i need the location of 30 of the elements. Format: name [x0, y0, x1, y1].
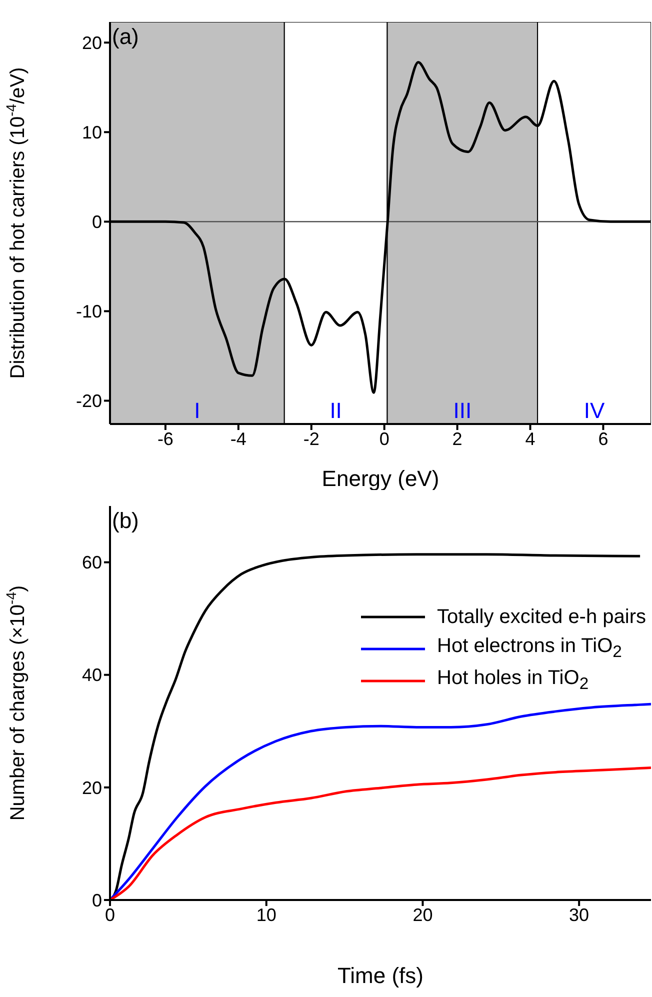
- x-tick-label: 0: [104, 904, 116, 925]
- y-tick-label: 40: [82, 665, 102, 686]
- band-label: I: [194, 398, 200, 423]
- band-label: IV: [584, 398, 605, 423]
- x-axis-title: Time (fs): [338, 963, 424, 988]
- legend-label: Totally excited e-h pairs: [437, 606, 646, 628]
- x-tick-label: -4: [230, 428, 246, 449]
- y-tick-label: 60: [82, 552, 102, 573]
- x-tick-label: 0: [379, 428, 390, 449]
- x-tick-label: 30: [569, 904, 590, 925]
- y-tick-label: -20: [76, 391, 102, 412]
- legend-label: Hot holes in TiO$_{2}$: [437, 667, 589, 693]
- y-tick-label: 20: [82, 778, 102, 798]
- y-tick-label: -10: [76, 302, 102, 322]
- x-tick-label: 6: [598, 428, 608, 449]
- x-tick-label: 4: [525, 428, 536, 449]
- x-tick-label: 2: [452, 428, 462, 449]
- legend-label: Hot electrons in TiO$_{2}$: [437, 635, 622, 661]
- y-tick-label: 20: [82, 32, 102, 53]
- x-tick-label: 20: [412, 904, 433, 925]
- x-tick-label: -6: [157, 428, 174, 449]
- x-tick-label: 10: [256, 904, 276, 925]
- band-label: III: [453, 398, 472, 423]
- y-tick-label: 0: [92, 212, 102, 232]
- band-label: II: [330, 398, 342, 423]
- chart-title: (b): [112, 508, 139, 533]
- chart-title: (a): [112, 24, 139, 49]
- x-tick-label: -2: [303, 428, 320, 449]
- y-tick-label: 10: [82, 122, 102, 143]
- y-tick-label: 0: [92, 890, 102, 910]
